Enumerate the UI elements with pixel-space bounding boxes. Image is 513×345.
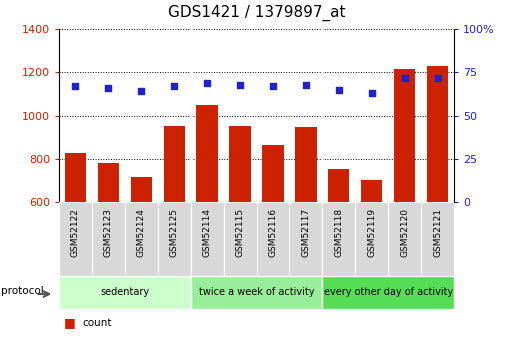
Text: GSM52118: GSM52118 (334, 208, 343, 257)
Text: ■: ■ (64, 316, 76, 329)
Text: GSM52125: GSM52125 (170, 208, 179, 257)
Bar (388, 202, 421, 276)
Point (401, 75, 409, 80)
Bar (59, 202, 92, 276)
Bar (295, 127, 317, 202)
Text: GSM52124: GSM52124 (137, 208, 146, 257)
Text: sedentary: sedentary (100, 287, 149, 297)
Bar (92, 202, 125, 276)
Text: GSM52121: GSM52121 (433, 208, 442, 257)
Bar (59, 276, 191, 309)
Bar (196, 105, 218, 202)
Bar (131, 177, 152, 202)
Text: GSM52116: GSM52116 (268, 208, 278, 257)
Text: twice a week of activity: twice a week of activity (199, 287, 314, 297)
Bar (262, 145, 284, 202)
Text: ■: ■ (64, 344, 76, 345)
Text: GDS1421 / 1379897_at: GDS1421 / 1379897_at (168, 5, 345, 21)
Bar (224, 202, 256, 276)
Bar (355, 202, 388, 276)
Text: GSM52120: GSM52120 (400, 208, 409, 257)
Text: protocol: protocol (1, 286, 44, 296)
Point (433, 75, 442, 80)
Text: GSM52114: GSM52114 (203, 208, 212, 257)
Bar (191, 276, 322, 309)
Bar (97, 163, 119, 202)
Text: GSM52119: GSM52119 (367, 208, 376, 257)
Bar (256, 202, 289, 276)
Point (71, 83, 80, 89)
Point (170, 83, 179, 89)
Bar (421, 202, 454, 276)
Point (368, 90, 376, 96)
Point (236, 82, 244, 87)
Point (302, 82, 310, 87)
Bar (229, 126, 251, 202)
Bar (322, 276, 454, 309)
Text: every other day of activity: every other day of activity (324, 287, 453, 297)
Bar (65, 153, 86, 202)
Bar (328, 169, 349, 202)
Bar (322, 202, 355, 276)
Point (269, 83, 277, 89)
Bar (158, 202, 191, 276)
Text: GSM52122: GSM52122 (71, 208, 80, 257)
Bar (125, 202, 158, 276)
Bar (191, 202, 224, 276)
Bar (427, 66, 448, 202)
Point (203, 80, 211, 86)
Bar (164, 126, 185, 202)
Text: GSM52123: GSM52123 (104, 208, 113, 257)
Point (137, 89, 145, 94)
Text: GSM52117: GSM52117 (301, 208, 310, 257)
Text: count: count (82, 318, 112, 327)
Point (104, 85, 112, 91)
Text: GSM52115: GSM52115 (235, 208, 245, 257)
Bar (394, 69, 416, 202)
Bar (361, 180, 382, 202)
Bar (289, 202, 322, 276)
Point (334, 87, 343, 92)
